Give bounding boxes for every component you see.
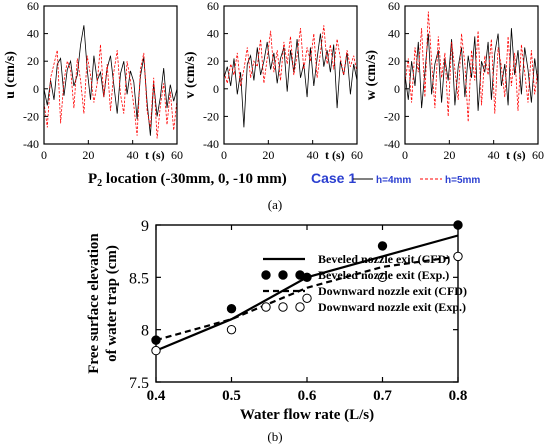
data-point [453, 220, 463, 230]
x-tick-label: 0.5 [222, 388, 241, 404]
x-tick-label: 40 [488, 148, 500, 162]
data-point [151, 345, 161, 356]
plot-frame [404, 5, 539, 145]
y-tick-label: -40 [384, 137, 400, 151]
x-tick-label: 40 [307, 148, 319, 162]
series-line-h=4mm [223, 33, 358, 128]
y-tick-label: 0 [213, 82, 219, 96]
x-tick-label: 60 [171, 148, 183, 162]
plot-frame [223, 5, 358, 145]
x-tick-label: 60 [351, 148, 363, 162]
y-tick-label: 60 [27, 0, 39, 13]
y-tick-label: 0 [33, 82, 39, 96]
legend-label: Downward nozzle exit (CFD) [318, 284, 467, 298]
x-tick-label: 20 [82, 148, 94, 162]
y-tick-label: -20 [23, 109, 39, 123]
caption-b: (b) [267, 429, 282, 444]
y-tick-label: -20 [384, 109, 400, 123]
panel-group-b: 7.5 8 8.5 9 0.4 0.5 0.6 0.7 0.8 Beveled nozzle ex… [86, 218, 467, 423]
y-tick-label: 7.5 [129, 375, 149, 392]
x-tick-label: 0.8 [449, 388, 468, 404]
series-line-h=5mm [223, 25, 358, 87]
data-point [377, 241, 388, 251]
series-line-h=4mm [404, 28, 539, 111]
case-label: Case 1 [311, 170, 356, 186]
series-line-h=5mm [43, 44, 178, 139]
legend-label: Beveled nozzle exit (CFD) [318, 252, 450, 266]
y-tick-label: 20 [388, 54, 400, 68]
legend-label-h4: h=4mm [376, 175, 411, 186]
y-tick-label: 60 [388, 0, 400, 13]
y-tick-label: -40 [23, 137, 39, 151]
data-point [151, 335, 161, 345]
legend-marker [295, 270, 305, 280]
x-axis-label: t (s) [145, 148, 165, 162]
y-tick-label: 20 [27, 54, 39, 68]
y-tick-label: 0 [394, 82, 400, 96]
series-line-h=4mm [43, 25, 178, 136]
series-line-Downward nozzle exit (CFD) [155, 255, 459, 342]
data-point [453, 251, 463, 262]
x-axis-label: Water flow rate (L/s) [240, 407, 374, 423]
plot-frame [43, 5, 178, 145]
x-axis-label: t (s) [506, 148, 526, 162]
x-tick-label: 0 [41, 148, 47, 162]
y-tick-label: 40 [27, 27, 39, 41]
y-tick-label: 40 [207, 27, 219, 41]
legend-label-h5: h=5mm [445, 175, 480, 186]
y-axis-label: u (cm/s) [3, 51, 18, 99]
x-tick-label: 0.4 [147, 388, 166, 404]
y-tick-label: 40 [388, 27, 400, 41]
legend-marker [295, 302, 305, 312]
plot-w: -40 -20 0 20 40 60 0 20 40 60 t (s) w (cm/s) [364, 0, 544, 162]
plot-v: -40 -20 0 20 40 60 0 20 40 60 t (s) v (cm/s) [183, 0, 363, 162]
legend-marker [261, 302, 271, 312]
plot-u: -40 -20 0 20 40 60 0 20 40 60 t (s) u (cm/s) [3, 0, 183, 162]
y-axis-label: v (cm/s) [183, 51, 198, 98]
x-tick-label: 40 [127, 148, 139, 162]
data-point [377, 272, 388, 283]
legend: Beveled nozzle exit (CFD) Beveled nozzle … [261, 252, 467, 314]
location-label: P2 location (-30mm, 0, -10 mm) [88, 171, 287, 189]
y-tick-label: 8.5 [129, 270, 149, 287]
data-point [302, 293, 312, 303]
x-tick-label: 0 [402, 148, 408, 162]
x-axis-label: t (s) [325, 148, 345, 162]
data-point [226, 324, 237, 335]
y-tick-label: 9 [141, 218, 149, 235]
y-tick-label: 8 [141, 323, 149, 340]
legend-marker [278, 270, 288, 280]
panel-group-a: -40 -20 0 20 40 60 0 20 40 60 t (s) u (cm/s) -40 -20 0… [3, 0, 544, 162]
x-tick-label: 60 [532, 148, 544, 162]
y-tick-label: 20 [207, 54, 219, 68]
y-axis-label-line1: Free surface elevation [86, 233, 102, 374]
legend-label: Beveled nozzle exit (Exp.) [318, 268, 449, 282]
x-tick-label: 0.6 [298, 388, 317, 404]
legend-marker [261, 270, 271, 280]
x-tick-label: 0.7 [373, 388, 392, 404]
series-line-h=5mm [404, 11, 539, 122]
y-tick-label: -40 [203, 137, 219, 151]
data-point [226, 304, 237, 314]
x-tick-label: 20 [443, 148, 455, 162]
legend-marker [278, 302, 288, 312]
y-axis-label-line2: of water trap (cm) [104, 245, 120, 362]
y-tick-label: 60 [207, 0, 219, 13]
y-axis-label: w (cm/s) [364, 50, 379, 100]
y-tick-label: -20 [203, 109, 219, 123]
caption-a: (a) [268, 197, 282, 212]
x-tick-label: 20 [262, 148, 274, 162]
x-tick-label: 0 [221, 148, 227, 162]
legend-label: Downward nozzle exit (Exp.) [318, 300, 466, 314]
